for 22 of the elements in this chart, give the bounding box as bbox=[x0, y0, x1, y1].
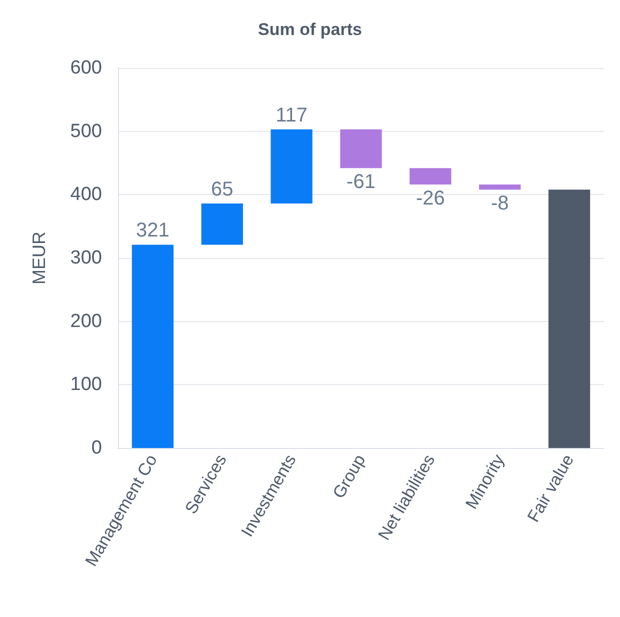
data-label: 321 bbox=[136, 220, 170, 242]
y-tick-label: 400 bbox=[70, 184, 102, 206]
bar bbox=[548, 190, 590, 448]
data-label: -61 bbox=[346, 171, 376, 194]
bar bbox=[410, 168, 452, 185]
bar bbox=[201, 204, 243, 245]
y-tick-label: 600 bbox=[70, 58, 102, 78]
chart-title: Sum of parts bbox=[258, 20, 362, 39]
y-axis-title: MEUR bbox=[29, 232, 49, 284]
bar bbox=[340, 129, 382, 168]
data-label: 117 bbox=[276, 104, 308, 126]
y-tick-label: 100 bbox=[70, 374, 102, 396]
data-label: -8 bbox=[490, 192, 509, 215]
y-tick-label: 200 bbox=[70, 310, 102, 332]
bar bbox=[479, 184, 521, 190]
y-tick-label: 500 bbox=[70, 120, 102, 142]
bar bbox=[270, 129, 312, 204]
data-label: 65 bbox=[211, 178, 234, 201]
data-label: -26 bbox=[416, 188, 445, 210]
bar bbox=[132, 244, 174, 448]
y-tick-label: 300 bbox=[70, 248, 102, 268]
y-tick-label: 0 bbox=[91, 438, 102, 458]
